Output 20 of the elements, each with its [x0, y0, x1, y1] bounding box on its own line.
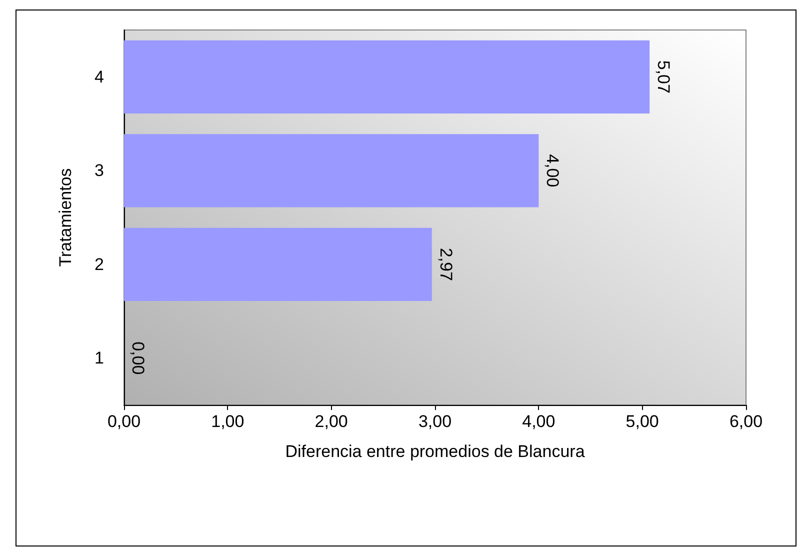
data-label: 2,97 — [436, 248, 456, 281]
y-tick-label: 1 — [94, 348, 104, 368]
y-tick-label: 3 — [94, 161, 104, 180]
x-axis-title: Diferencia entre promedios de Blancura — [285, 442, 586, 461]
bar — [124, 134, 539, 208]
x-tick-label: 1,00 — [211, 412, 244, 431]
y-axis-title: Tratamientos — [56, 168, 75, 267]
x-tick-label: 0,00 — [107, 412, 141, 431]
x-tick-label: 6,00 — [729, 412, 763, 431]
y-tick-label: 4 — [94, 67, 104, 86]
y-tick-label: 2 — [94, 254, 104, 274]
bar — [124, 40, 650, 114]
bar — [124, 228, 432, 301]
x-tick-label: 5,00 — [626, 412, 659, 431]
data-label: 0,00 — [128, 342, 148, 375]
x-tick-label: 3,00 — [418, 412, 452, 431]
x-tick-label: 2,00 — [314, 412, 348, 431]
data-label: 5,07 — [654, 60, 674, 94]
x-tick-label: 4,00 — [522, 412, 556, 431]
data-label: 4,00 — [543, 154, 562, 188]
